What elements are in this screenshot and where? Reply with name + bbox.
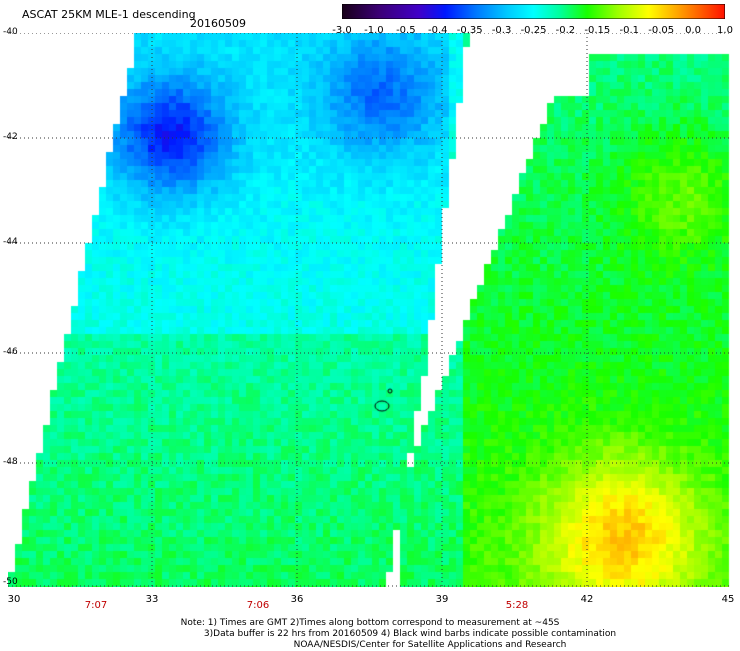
lat-lon-grid bbox=[8, 33, 730, 587]
map-date: 20160509 bbox=[190, 17, 246, 30]
colorbar-label: 0.0 bbox=[685, 25, 702, 36]
colorbar-label: -0.25 bbox=[520, 25, 547, 36]
map-title: ASCAT 25KM MLE-1 descending bbox=[22, 8, 196, 21]
longitude-label: 33 bbox=[145, 594, 159, 605]
pass-time-label: 5:28 bbox=[505, 600, 529, 611]
latitude-label: -40 bbox=[3, 27, 18, 37]
note-line-2: 3)Data buffer is 22 hrs from 20160509 4)… bbox=[203, 629, 617, 639]
colorbar-label: -0.3 bbox=[491, 25, 512, 36]
note-line-3: NOAA/NESDIS/Center for Satellite Applica… bbox=[293, 640, 567, 650]
colorbar-label: 1.0 bbox=[717, 25, 733, 36]
longitude-label: 39 bbox=[435, 594, 449, 605]
longitude-label: 30 bbox=[7, 594, 21, 605]
latitude-label: -48 bbox=[3, 457, 18, 467]
latitude-label: -44 bbox=[3, 237, 18, 247]
latitude-label: -46 bbox=[3, 347, 18, 357]
latitude-label: -50 bbox=[3, 577, 18, 587]
wind-field-map bbox=[8, 33, 730, 587]
colorbar-label: -1.0 bbox=[364, 25, 384, 36]
colorbar-label: -0.1 bbox=[619, 25, 640, 36]
note-line-1: Note: 1) Times are GMT 2)Times along bot… bbox=[180, 618, 560, 628]
colorbar-label: -3.0 bbox=[332, 25, 352, 36]
longitude-label: 42 bbox=[580, 594, 594, 605]
colorbar bbox=[342, 4, 725, 19]
longitude-label: 45 bbox=[721, 594, 735, 605]
colorbar-label: -0.05 bbox=[648, 25, 675, 36]
longitude-label: 36 bbox=[290, 594, 304, 605]
pass-time-label: 7:07 bbox=[84, 600, 108, 611]
colorbar-label: -0.15 bbox=[584, 25, 611, 36]
latitude-label: -42 bbox=[3, 132, 18, 142]
colorbar-label: -0.5 bbox=[396, 25, 416, 36]
colorbar-label: -0.35 bbox=[456, 25, 483, 36]
pass-time-label: 7:06 bbox=[246, 600, 270, 611]
colorbar-label: -0.2 bbox=[555, 25, 576, 36]
colorbar-label: -0.4 bbox=[427, 25, 448, 36]
